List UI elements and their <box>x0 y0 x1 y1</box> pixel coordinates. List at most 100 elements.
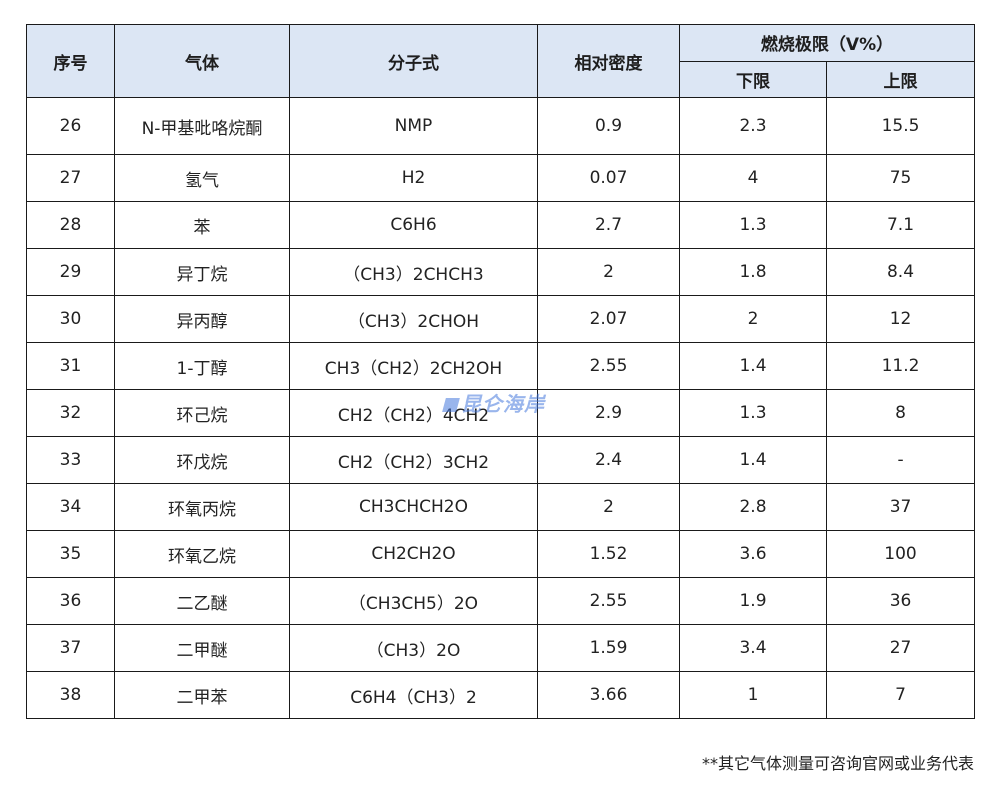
table-row: 37 二甲醚 （CH3）2O 1.59 3.4 27 <box>26 624 976 672</box>
cell-upper-limit: 12 <box>825 295 976 343</box>
cell-upper-limit: 11.2 <box>825 342 976 390</box>
cell-gas: 二甲苯 <box>114 671 290 719</box>
cell-formula: CH2（CH2）3CH2 <box>289 436 538 484</box>
cell-index: 37 <box>26 624 115 672</box>
cell-gas: 环己烷 <box>114 389 290 437</box>
cell-index: 32 <box>26 389 115 437</box>
table-header: 序号 气体 分子式 相对密度 燃烧极限（V%） 下限 上限 <box>26 24 976 98</box>
cell-index: 35 <box>26 530 115 578</box>
cell-index: 27 <box>26 154 115 202</box>
cell-index: 30 <box>26 295 115 343</box>
cell-gas: 二甲醚 <box>114 624 290 672</box>
cell-gas: 苯 <box>114 201 290 249</box>
cell-formula: （CH3CH5）2O <box>289 577 538 625</box>
cell-formula: C6H6 <box>289 201 538 249</box>
cell-formula: CH3（CH2）2CH2OH <box>289 342 538 390</box>
cell-density: 2 <box>537 248 680 296</box>
cell-lower-limit: 3.4 <box>679 624 827 672</box>
cell-formula: CH2CH2O <box>289 530 538 578</box>
table-row: 29 异丁烷 （CH3）2CHCH3 2 1.8 8.4 <box>26 248 976 296</box>
cell-density: 2 <box>537 483 680 531</box>
cell-lower-limit: 1.9 <box>679 577 827 625</box>
table-row: 38 二甲苯 C6H4（CH3）2 3.66 1 7 <box>26 671 976 719</box>
cell-upper-limit: 8.4 <box>825 248 976 296</box>
cell-upper-limit: 36 <box>825 577 976 625</box>
cell-gas: 氢气 <box>114 154 290 202</box>
cell-formula: （CH3）2O <box>289 624 538 672</box>
table-row: 33 环戊烷 CH2（CH2）3CH2 2.4 1.4- <box>26 436 976 484</box>
cell-lower-limit: 1.3 <box>679 201 827 249</box>
cell-index: 29 <box>26 248 115 296</box>
header-upper-limit: 上限 <box>825 60 976 98</box>
cell-upper-limit: 7 <box>825 671 976 719</box>
cell-density: 2.07 <box>537 295 680 343</box>
cell-formula: NMP <box>289 97 538 155</box>
table-row: 36 二乙醚 （CH3CH5）2O 2.55 1.9 36 <box>26 577 976 625</box>
cell-density: 2.9 <box>537 389 680 437</box>
cell-gas: 异丁烷 <box>114 248 290 296</box>
cell-lower-limit: 4 <box>679 154 827 202</box>
cell-index: 26 <box>26 97 115 155</box>
table-row: 26 N-甲基吡咯烷酮 NMP 0.9 2.3 15.5 <box>26 97 976 155</box>
cell-lower-limit: 2.3 <box>679 97 827 155</box>
table-row: 28 苯 C6H6 2.7 1.3 7.1 <box>26 201 976 249</box>
cell-density: 2.4 <box>537 436 680 484</box>
cell-density: 2.55 <box>537 577 680 625</box>
cell-upper-limit: 27 <box>825 624 976 672</box>
cell-upper-limit: 37 <box>825 483 976 531</box>
header-flammability-limit: 燃烧极限（V%） <box>678 24 976 62</box>
cell-index: 34 <box>26 483 115 531</box>
header-gas: 气体 <box>114 24 290 98</box>
cell-density: 2.55 <box>537 342 680 390</box>
cell-lower-limit: 3.6 <box>679 530 827 578</box>
cell-lower-limit: 1.4 <box>679 342 827 390</box>
cell-gas: 二乙醚 <box>114 577 290 625</box>
cell-density: 0.07 <box>537 154 680 202</box>
cell-formula: H2 <box>289 154 538 202</box>
cell-index: 36 <box>26 577 115 625</box>
cell-formula: C6H4（CH3）2 <box>289 671 538 719</box>
cell-density: 1.52 <box>537 530 680 578</box>
table-row: 35 环氧乙烷 CH2CH2O 1.52 3.6 100 <box>26 530 976 578</box>
cell-gas: 异丙醇 <box>114 295 290 343</box>
cell-upper-limit: 15.5 <box>825 97 976 155</box>
table-body: 26 N-甲基吡咯烷酮 NMP 0.9 2.3 15.5 27 氢气 H2 0.07 4 75 28 苯 C… <box>26 97 976 719</box>
table-row: 27 氢气 H2 0.07 4 75 <box>26 154 976 202</box>
footnote: **其它气体测量可咨询官网或业务代表 <box>701 754 974 773</box>
table-row: 31 1-丁醇 CH3（CH2）2CH2OH 2.55 1.4 11.2 <box>26 342 976 390</box>
cell-formula: （CH3）2CHOH <box>289 295 538 343</box>
table-row: 32 环己烷 CH2（CH2）4CH2 2.9 1.3 8 <box>26 389 976 437</box>
cell-lower-limit: 2 <box>679 295 827 343</box>
cell-lower-limit: 1.8 <box>679 248 827 296</box>
cell-formula: （CH3）2CHCH3 <box>289 248 538 296</box>
cell-gas: 环氧丙烷 <box>114 483 290 531</box>
cell-index: 31 <box>26 342 115 390</box>
cell-lower-limit: 2.8 <box>679 483 827 531</box>
cell-upper-limit: - <box>825 436 976 484</box>
watermark-text: 昆仑海岸 <box>461 392 545 416</box>
header-index: 序号 <box>26 24 115 98</box>
cell-density: 0.9 <box>537 97 680 155</box>
cell-upper-limit: 75 <box>825 154 976 202</box>
header-formula: 分子式 <box>289 24 538 98</box>
cell-density: 1.59 <box>537 624 680 672</box>
watermark-logo: 昆仑海岸 <box>442 388 545 417</box>
logo-icon <box>442 398 460 412</box>
cell-density: 3.66 <box>537 671 680 719</box>
cell-formula: CH3CHCH2O <box>289 483 538 531</box>
cell-index: 28 <box>26 201 115 249</box>
cell-index: 33 <box>26 436 115 484</box>
cell-lower-limit: 1.4 <box>679 436 827 484</box>
gas-flammability-table: 序号 气体 分子式 相对密度 燃烧极限（V%） 下限 上限 26 N-甲基吡咯烷酮… <box>26 24 976 719</box>
cell-gas: 环戊烷 <box>114 436 290 484</box>
cell-lower-limit: 1.3 <box>679 389 827 437</box>
cell-density: 2.7 <box>537 201 680 249</box>
header-lower-limit: 下限 <box>679 60 827 98</box>
table-row: 34 环氧丙烷 CH3CHCH2O 2 2.8 37 <box>26 483 976 531</box>
cell-upper-limit: 8 <box>825 389 976 437</box>
cell-upper-limit: 7.1 <box>825 201 976 249</box>
cell-gas: 1-丁醇 <box>114 342 290 390</box>
cell-index: 38 <box>26 671 115 719</box>
cell-lower-limit: 1 <box>679 671 827 719</box>
cell-gas: 环氧乙烷 <box>114 530 290 578</box>
